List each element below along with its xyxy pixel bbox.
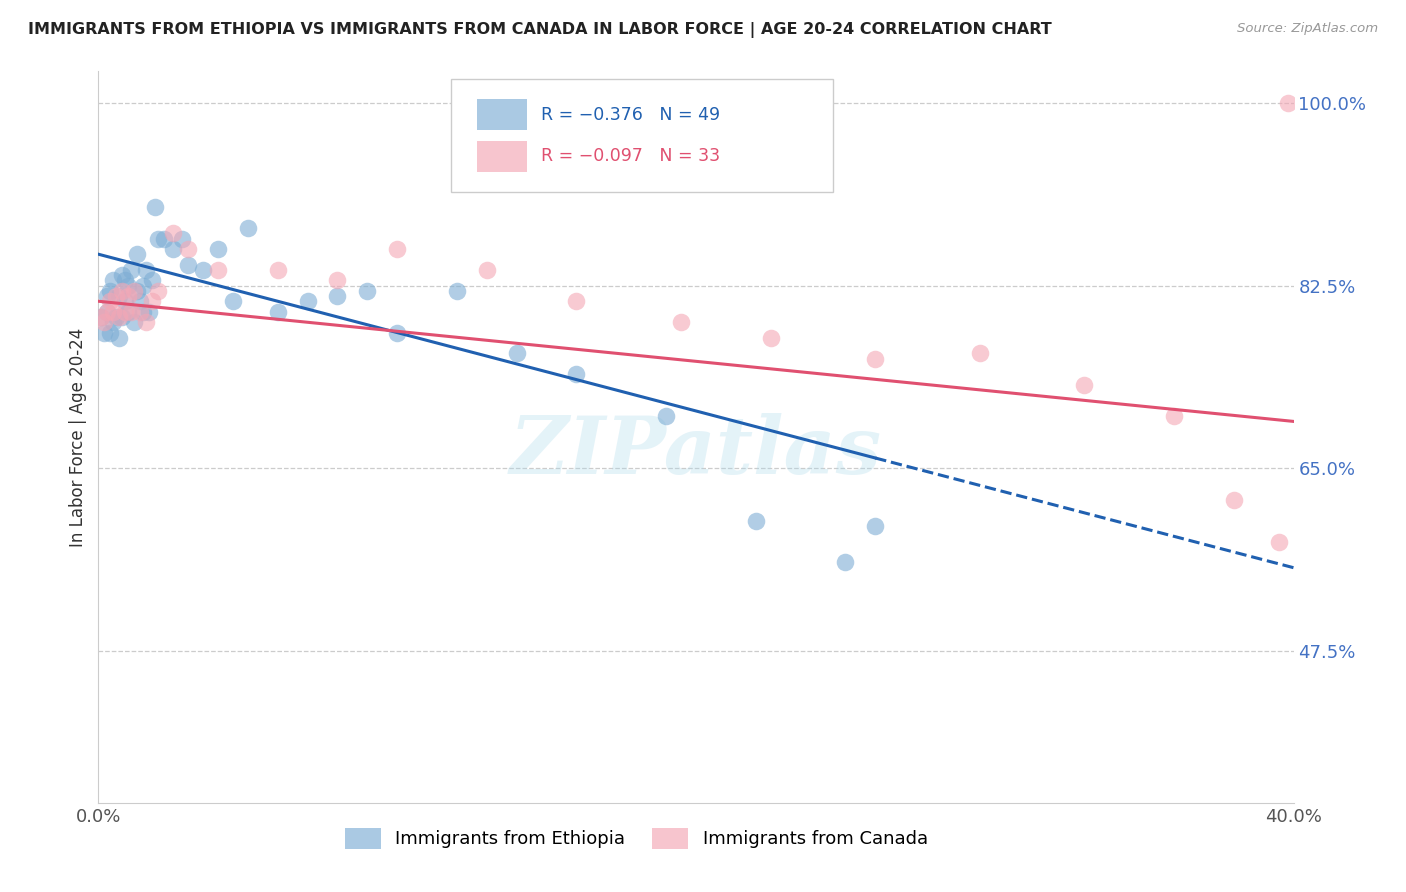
Point [1163,409,1185,424]
Text: R = −0.097   N = 33: R = −0.097 N = 33 [541,147,720,165]
Point [129,294,152,309]
Point [565,294,588,309]
Point [124,284,146,298]
Point [103,315,125,329]
Point [108,310,131,324]
Point [111,268,134,282]
Point [90,310,112,324]
Text: IMMIGRANTS FROM ETHIOPIA VS IMMIGRANTS FROM CANADA IN LABOR FORCE | AGE 20-24 CO: IMMIGRANTS FROM ETHIOPIA VS IMMIGRANTS F… [28,22,1052,38]
Point [162,242,184,256]
Point [865,351,887,366]
Point [326,289,349,303]
Point [93,315,115,329]
Point [98,326,122,340]
Point [96,304,118,318]
Bar [477,99,527,130]
Y-axis label: In Labor Force | Age 20-24: In Labor Force | Age 20-24 [69,327,87,547]
Point [111,310,134,324]
Point [141,294,163,309]
Point [297,294,319,309]
Point [148,231,170,245]
Point [124,315,146,329]
Point [655,409,678,424]
Point [207,242,229,256]
Point [96,289,118,303]
Point [111,284,134,298]
Point [326,273,349,287]
Legend: Immigrants from Ethiopia, Immigrants from Canada: Immigrants from Ethiopia, Immigrants fro… [337,821,935,856]
Point [1073,377,1095,392]
Point [114,304,136,318]
Point [385,326,409,340]
Point [565,368,588,382]
Point [98,284,122,298]
Point [132,278,155,293]
Point [177,258,200,272]
Point [148,284,170,298]
Point [1223,492,1246,507]
Point [90,310,112,324]
Point [759,331,782,345]
Point [385,242,409,256]
Point [191,263,214,277]
Point [172,231,194,245]
Point [114,273,136,287]
Point [127,284,149,298]
Point [108,331,131,345]
Point [207,263,229,277]
Point [162,227,184,241]
Point [1267,534,1289,549]
Point [138,304,160,318]
Point [834,556,856,570]
Point [132,304,155,318]
Point [103,304,125,318]
Point [669,315,692,329]
Point [506,346,529,360]
Point [135,263,157,277]
Text: ZIPatlas: ZIPatlas [510,413,882,491]
Point [120,304,142,318]
Point [236,221,259,235]
Point [143,200,166,214]
Point [267,263,290,277]
FancyBboxPatch shape [451,78,834,192]
Point [135,315,157,329]
Point [267,304,290,318]
Point [446,284,468,298]
Point [153,231,176,245]
Text: R = −0.376   N = 49: R = −0.376 N = 49 [541,105,720,123]
Point [117,289,139,303]
Point [356,284,378,298]
Point [969,346,991,360]
Point [177,242,200,256]
Point [98,294,122,309]
Point [117,304,139,318]
Point [141,273,163,287]
Point [108,289,131,303]
Bar [477,141,527,171]
Point [105,310,128,324]
Point [127,247,149,261]
Point [117,278,139,293]
Point [96,304,118,318]
Text: Source: ZipAtlas.com: Source: ZipAtlas.com [1237,22,1378,36]
Point [120,263,142,277]
Point [114,294,136,309]
Point [105,289,128,303]
Point [103,273,125,287]
Point [745,514,768,528]
Point [865,519,887,533]
Point [222,294,245,309]
Point [93,326,115,340]
Point [129,304,152,318]
Point [475,263,498,277]
Point [1277,95,1299,110]
